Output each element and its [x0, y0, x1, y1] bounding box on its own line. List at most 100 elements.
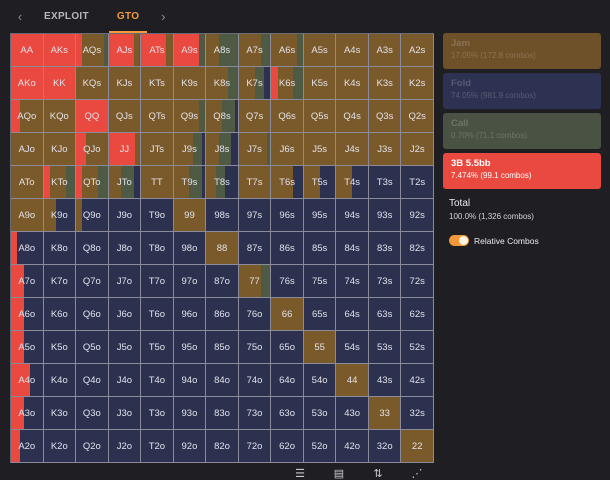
hand-cell[interactable]: 73s — [368, 265, 402, 298]
hand-cell[interactable]: K2o — [43, 430, 77, 463]
hand-cell[interactable]: 74s — [336, 265, 369, 298]
hand-cell[interactable]: 22 — [401, 430, 434, 463]
hand-cell[interactable]: Q3o — [76, 397, 109, 430]
hand-cell[interactable]: Q4s — [336, 100, 369, 133]
hand-cell[interactable]: 85o — [206, 331, 239, 364]
hand-cell[interactable]: K8s — [206, 67, 239, 100]
hand-cell[interactable]: 94s — [336, 199, 369, 232]
hand-cell[interactable]: J2s — [401, 133, 434, 166]
hand-cell[interactable]: 63s — [368, 298, 402, 331]
hand-cell[interactable]: JJ — [108, 133, 142, 166]
hand-cell[interactable]: Q9o — [76, 199, 109, 232]
hand-cell[interactable]: 32o — [368, 430, 402, 463]
hand-cell[interactable]: 93s — [368, 199, 402, 232]
hand-cell[interactable]: 94o — [173, 364, 207, 397]
hand-cell[interactable]: J9s — [173, 133, 207, 166]
hand-cell[interactable]: 85s — [303, 232, 337, 265]
hand-cell[interactable]: KQs — [76, 67, 109, 100]
hand-cell[interactable]: T8o — [141, 232, 174, 265]
hand-cell[interactable]: Q2o — [76, 430, 109, 463]
hand-cell[interactable]: J7s — [238, 133, 272, 166]
hand-cell[interactable]: 96o — [173, 298, 207, 331]
hand-cell[interactable]: J3o — [108, 397, 142, 430]
chevron-left-icon[interactable]: ‹ — [17, 9, 23, 24]
hand-cell[interactable]: A2o — [11, 430, 44, 463]
hand-cell[interactable]: 84o — [206, 364, 239, 397]
hand-cell[interactable]: J5s — [303, 133, 337, 166]
hand-cell[interactable]: 82s — [401, 232, 434, 265]
hand-cell[interactable]: K9s — [173, 67, 207, 100]
hand-cell[interactable]: J8s — [206, 133, 239, 166]
hand-cell[interactable]: AKo — [11, 67, 44, 100]
hand-cell[interactable]: QTs — [141, 100, 174, 133]
hand-cell[interactable]: Q8s — [206, 100, 239, 133]
hand-cell[interactable]: A3o — [11, 397, 44, 430]
hand-cell[interactable]: J5o — [108, 331, 142, 364]
hand-cell[interactable]: T2s — [401, 166, 434, 199]
hand-cell[interactable]: A6o — [11, 298, 44, 331]
hand-cell[interactable]: 42s — [401, 364, 434, 397]
hand-cell[interactable]: 53s — [368, 331, 402, 364]
hand-cell[interactable]: Q4o — [76, 364, 109, 397]
hand-cell[interactable]: 97o — [173, 265, 207, 298]
hand-cell[interactable]: 52o — [303, 430, 337, 463]
hand-cell[interactable]: 54s — [336, 331, 369, 364]
hand-cell[interactable]: K8o — [43, 232, 77, 265]
hand-cell[interactable]: A5o — [11, 331, 44, 364]
hand-cell[interactable]: T6o — [141, 298, 174, 331]
hand-cell[interactable]: A2s — [401, 34, 434, 67]
hand-cell[interactable]: A8s — [206, 34, 239, 67]
hand-cell[interactable]: J3s — [368, 133, 402, 166]
hand-cell[interactable]: K4o — [43, 364, 77, 397]
hand-cell[interactable]: 92o — [173, 430, 207, 463]
hand-cell[interactable]: Q6o — [76, 298, 109, 331]
hand-cell[interactable]: AQo — [11, 100, 44, 133]
hand-cell[interactable]: JTo — [108, 166, 142, 199]
hand-cell[interactable]: 65s — [303, 298, 337, 331]
hand-cell[interactable]: A4o — [11, 364, 44, 397]
hand-cell[interactable]: KJs — [108, 67, 142, 100]
hand-cell[interactable]: 97s — [238, 199, 272, 232]
hand-cell[interactable]: QQ — [76, 100, 109, 133]
hand-cell[interactable]: 72s — [401, 265, 434, 298]
hand-cell[interactable]: 77 — [238, 265, 272, 298]
hand-cell[interactable]: Q7s — [238, 100, 272, 133]
hand-cell[interactable]: QJo — [76, 133, 109, 166]
hand-cell[interactable]: Q2s — [401, 100, 434, 133]
hand-cell[interactable]: 83o — [206, 397, 239, 430]
hand-cell[interactable]: 63o — [271, 397, 304, 430]
hand-cell[interactable]: 52s — [401, 331, 434, 364]
hand-cell[interactable]: T3s — [368, 166, 402, 199]
hand-cell[interactable]: 43o — [336, 397, 369, 430]
list-icon[interactable]: ☰ — [295, 468, 305, 480]
hand-cell[interactable]: 82o — [206, 430, 239, 463]
hand-cell[interactable]: J6s — [271, 133, 304, 166]
hand-cell[interactable]: KK — [43, 67, 77, 100]
hand-cell[interactable]: 53o — [303, 397, 337, 430]
hand-cell[interactable]: 33 — [368, 397, 402, 430]
hand-cell[interactable]: K7o — [43, 265, 77, 298]
hand-cell[interactable]: QTo — [76, 166, 109, 199]
hand-cell[interactable]: T8s — [206, 166, 239, 199]
hand-cell[interactable]: A7o — [11, 265, 44, 298]
hand-cell[interactable]: T2o — [141, 430, 174, 463]
hand-cell[interactable]: A9o — [11, 199, 44, 232]
hand-cell[interactable]: 44 — [336, 364, 369, 397]
hand-cell[interactable]: A4s — [336, 34, 369, 67]
hand-cell[interactable]: K4s — [336, 67, 369, 100]
hand-cell[interactable]: QJs — [108, 100, 142, 133]
hand-cell[interactable]: 98s — [206, 199, 239, 232]
hand-cell[interactable]: J2o — [108, 430, 142, 463]
hand-cell[interactable]: 87o — [206, 265, 239, 298]
hand-cell[interactable]: 87s — [238, 232, 272, 265]
hand-cell[interactable]: T9o — [141, 199, 174, 232]
hand-cell[interactable]: A6s — [271, 34, 304, 67]
hand-cell[interactable]: 62o — [271, 430, 304, 463]
hand-cell[interactable]: K3o — [43, 397, 77, 430]
hand-cell[interactable]: J4s — [336, 133, 369, 166]
hand-cell[interactable]: T9s — [173, 166, 207, 199]
hand-cell[interactable]: T6s — [271, 166, 304, 199]
hand-cell[interactable]: 64o — [271, 364, 304, 397]
hand-cell[interactable]: 66 — [271, 298, 304, 331]
share-icon[interactable]: ⋰ — [411, 468, 423, 480]
